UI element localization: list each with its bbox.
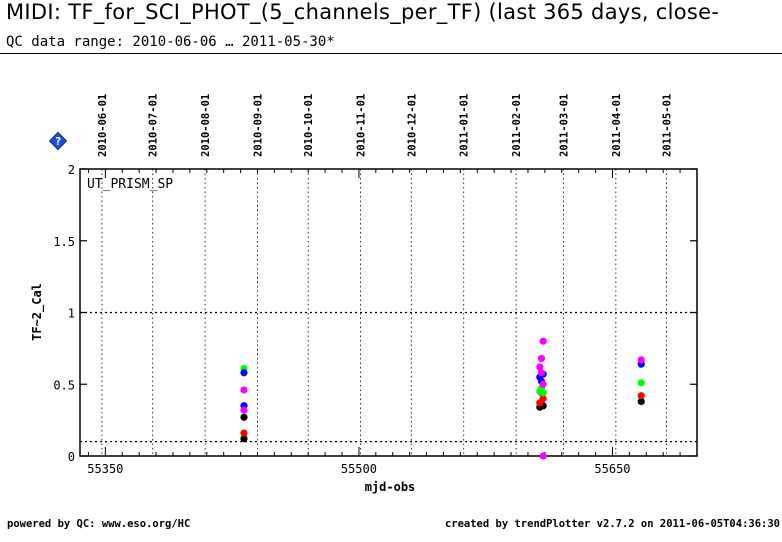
data-point	[637, 379, 645, 387]
page-title: MIDI: TF_for_SCI_PHOT_(5_channels_per_TF…	[6, 0, 720, 24]
y-axis-label: TF~2_Cal	[30, 283, 45, 341]
x-tick-label: 55650	[594, 462, 630, 476]
data-point	[536, 363, 544, 371]
footer-powered-by: powered by QC: www.eso.org/HC	[7, 518, 191, 530]
date-tick-label: 2010-11-01	[356, 94, 368, 157]
y-tick-label: 0	[68, 450, 75, 464]
data-point	[637, 397, 645, 406]
data-point	[240, 429, 248, 437]
footer-created-by: created by trendPlotter v2.7.2 on 2011-0…	[444, 518, 780, 530]
trend-plot: ? 0 0.5 1 1.5 2 55350 55500 55650 2010-06-01 201…	[30, 94, 698, 494]
data-point	[240, 369, 248, 377]
y-tick-label: 0.5	[53, 378, 75, 392]
data-point	[637, 392, 645, 400]
date-tick-label: 2011-01-01	[459, 94, 471, 157]
date-tick-label: 2011-04-01	[611, 94, 623, 157]
date-tick-label: 2010-06-01	[97, 94, 109, 157]
plot-frame	[79, 168, 698, 457]
date-tick-label: 2011-05-01	[662, 94, 674, 157]
data-point	[539, 389, 547, 397]
y-tick-label: 1.5	[53, 235, 75, 249]
data-point	[537, 354, 546, 363]
x-axis-label: mjd-obs	[365, 480, 416, 494]
date-tick-label: 2011-02-01	[511, 94, 523, 157]
panel-label: UT_PRISM_SP	[87, 177, 173, 192]
y-tick-label: 2	[68, 163, 75, 177]
help-diamond-icon[interactable]: ?	[48, 131, 68, 151]
data-point	[539, 380, 547, 388]
date-tick-label: 2011-03-01	[558, 94, 570, 157]
date-tick-label: 2010-12-01	[406, 94, 418, 157]
data-point	[240, 406, 248, 414]
data-point	[240, 386, 248, 394]
date-tick-label: 2010-09-01	[252, 94, 264, 157]
help-icon-label: ?	[55, 135, 62, 148]
x-tick-label: 55350	[87, 462, 123, 476]
data-point	[537, 369, 546, 377]
y-tick-label: 1	[68, 307, 75, 321]
header-divider	[0, 53, 782, 54]
data-range-subtitle: QC data range: 2010-06-06 … 2011-05-30*	[6, 34, 335, 50]
x-tick-label: 55500	[341, 462, 377, 476]
data-point	[539, 337, 547, 345]
data-point	[539, 395, 547, 403]
date-tick-label: 2010-10-01	[303, 94, 315, 157]
data-point	[637, 356, 645, 364]
data-point	[240, 413, 248, 421]
data-point	[539, 452, 547, 460]
date-tick-label: 2010-07-01	[148, 94, 160, 157]
data-point	[240, 435, 248, 443]
date-tick-label: 2010-08-01	[200, 94, 212, 157]
